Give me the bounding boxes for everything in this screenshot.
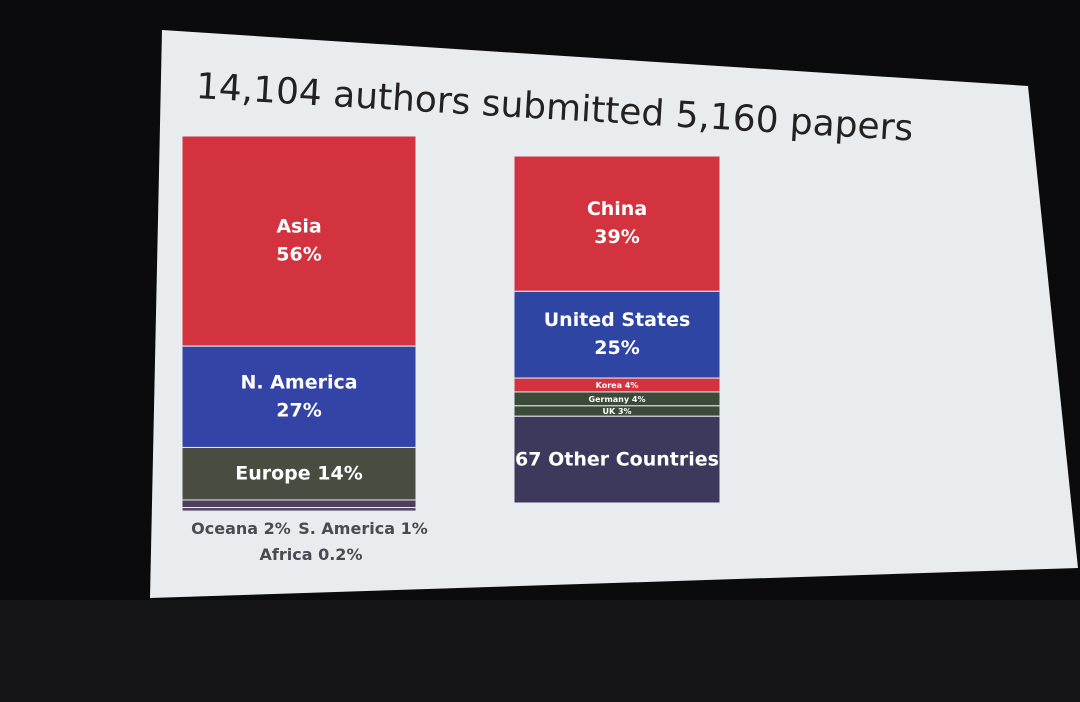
bar-segment xyxy=(513,290,721,379)
segment-value: 3% xyxy=(618,407,632,416)
segment-label: UK 3% xyxy=(602,407,631,416)
bar-segment xyxy=(181,345,417,448)
segment-name: Asia xyxy=(276,216,321,238)
outside-label: Oceana 2% xyxy=(191,519,291,538)
segment-value: 27% xyxy=(276,399,321,421)
outside-label: S. America 1% xyxy=(298,519,427,538)
segment-name: 67 Other Countries xyxy=(515,448,719,470)
outside-label: Africa 0.2% xyxy=(260,545,363,564)
segment-name: Europe xyxy=(235,462,310,484)
bar-segment xyxy=(181,135,417,347)
segment-name: S. America xyxy=(298,519,395,538)
charts: Asia 56% N. America 27% Europe 14% Oceana 2% S… xyxy=(181,135,721,564)
bar-segment xyxy=(181,499,417,508)
segment-value: 0.2% xyxy=(318,545,362,564)
segment-name: Germany xyxy=(589,394,630,403)
segment-value: 4% xyxy=(625,381,639,390)
bar-segment xyxy=(513,155,721,292)
segment-label: Europe 14% xyxy=(235,462,363,484)
segment-name: China xyxy=(587,198,647,220)
segment-label: Germany 4% xyxy=(589,394,646,403)
segment-value: 2% xyxy=(264,519,291,538)
segment-name: Oceana xyxy=(191,519,258,538)
segment-label: 67 Other Countries xyxy=(515,448,719,470)
segment-name: N. America xyxy=(240,371,357,393)
stage-floor xyxy=(0,600,1080,702)
bar-segment xyxy=(181,506,417,512)
segment-name: Africa xyxy=(260,545,313,564)
segment-value: 1% xyxy=(401,519,428,538)
segment-name: United States xyxy=(544,309,691,331)
segment-name: Korea xyxy=(596,381,622,390)
segment-name: UK xyxy=(602,407,615,416)
segment-value: 4% xyxy=(632,394,646,403)
segment-label: Korea 4% xyxy=(596,381,639,390)
bar-segment xyxy=(181,510,417,513)
segment-value: 39% xyxy=(594,226,639,248)
bar-segment xyxy=(513,415,721,504)
bar-segment xyxy=(181,446,417,501)
segment-value: 56% xyxy=(276,244,321,266)
segment-value: 14% xyxy=(317,462,362,484)
segment-value: 25% xyxy=(594,337,639,359)
